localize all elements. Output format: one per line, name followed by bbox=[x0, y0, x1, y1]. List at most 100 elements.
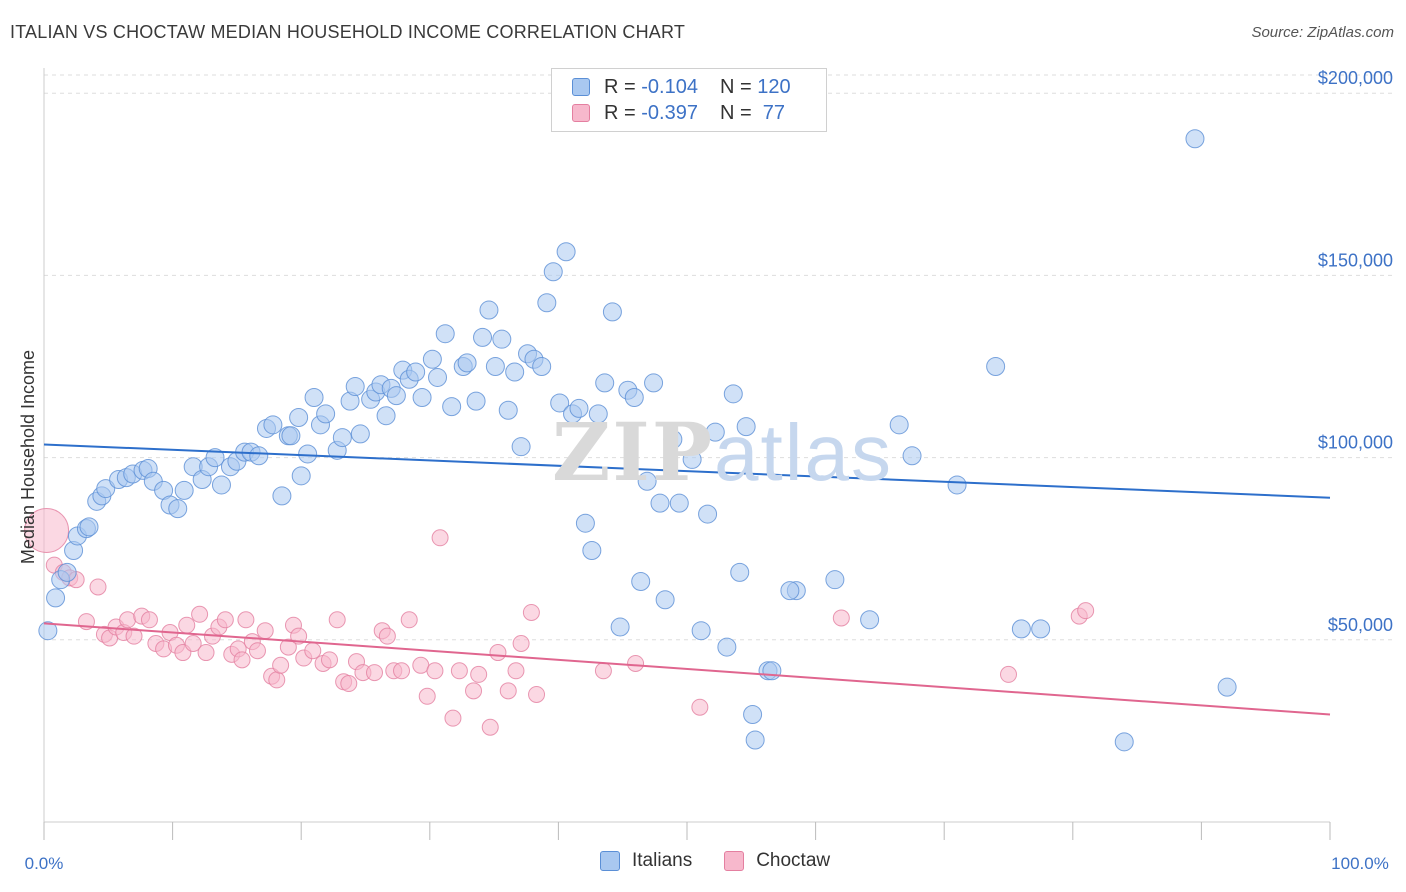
choctaw-point bbox=[178, 616, 196, 634]
italians-point bbox=[986, 357, 1006, 377]
choctaw-point bbox=[256, 622, 274, 640]
italians-point bbox=[902, 446, 922, 466]
italians-point bbox=[698, 504, 718, 524]
italians-point bbox=[644, 373, 664, 393]
italians-point bbox=[762, 661, 782, 681]
italians-point bbox=[543, 262, 563, 282]
italians-point bbox=[780, 581, 800, 601]
italians-point bbox=[505, 362, 525, 382]
stats-legend: R = -0.104 N = 120 R = -0.397 N = 77 bbox=[551, 68, 827, 132]
italians-point bbox=[406, 362, 426, 382]
grid-lines bbox=[44, 74, 1393, 641]
choctaw-point bbox=[24, 507, 70, 553]
italians-point bbox=[466, 391, 486, 411]
legend-label-italians: Italians bbox=[632, 850, 693, 871]
choctaw-point bbox=[400, 611, 418, 629]
n-label: N = bbox=[719, 75, 758, 98]
italians-point bbox=[79, 517, 99, 537]
italians-point bbox=[1185, 129, 1205, 149]
choctaw-point bbox=[366, 664, 384, 682]
italians-point bbox=[1011, 619, 1031, 639]
choctaw-point bbox=[125, 627, 143, 645]
legend-item-choctaw[interactable]: Choctaw bbox=[724, 850, 830, 872]
choctaw-point bbox=[237, 611, 255, 629]
italians-point bbox=[376, 406, 396, 426]
choctaw-point bbox=[465, 682, 483, 700]
y-axis-label: Median Household Income bbox=[18, 350, 38, 564]
italians-point bbox=[610, 617, 630, 637]
italians-point bbox=[1217, 677, 1237, 697]
choctaw-swatch bbox=[724, 851, 745, 871]
choctaw-point bbox=[450, 662, 468, 680]
italians-point bbox=[537, 293, 557, 313]
choctaw-point bbox=[512, 634, 530, 652]
choctaw-point bbox=[191, 605, 209, 623]
italians-point bbox=[249, 446, 269, 466]
italians-point bbox=[272, 486, 292, 506]
choctaw-point bbox=[522, 603, 540, 621]
italians-point bbox=[304, 387, 324, 407]
italians-point bbox=[498, 400, 518, 420]
italians-point bbox=[485, 357, 505, 377]
italians-point bbox=[588, 404, 608, 424]
italians-point bbox=[263, 415, 283, 435]
choctaw-point bbox=[594, 662, 612, 680]
italians-point bbox=[412, 387, 432, 407]
italians-point bbox=[473, 327, 493, 347]
legend-label-choctaw: Choctaw bbox=[756, 850, 831, 871]
italians-point bbox=[669, 493, 689, 513]
trend-lines bbox=[43, 443, 1331, 716]
n-value: 120 bbox=[757, 75, 791, 98]
axes bbox=[43, 68, 1331, 840]
choctaw-point bbox=[340, 675, 358, 693]
r-label: R = bbox=[604, 101, 642, 124]
choctaw-point bbox=[216, 611, 234, 629]
legend-item-italians[interactable]: Italians bbox=[600, 850, 692, 872]
italians-point bbox=[532, 357, 552, 377]
italians-point bbox=[316, 404, 336, 424]
italians-point bbox=[38, 621, 58, 641]
italians-point bbox=[428, 367, 448, 387]
italians-point bbox=[96, 479, 116, 499]
italians-point bbox=[595, 373, 615, 393]
r-value: -0.104 bbox=[641, 75, 698, 98]
watermark: ZIPatlas bbox=[552, 405, 893, 499]
italians-point bbox=[569, 398, 589, 418]
choctaw-point bbox=[426, 662, 444, 680]
choctaw-point bbox=[528, 685, 546, 703]
legend-row-italians: R = -0.104 N = 120 bbox=[572, 75, 791, 99]
italians-point bbox=[745, 730, 765, 750]
choctaw-point bbox=[304, 642, 322, 660]
choctaw-point bbox=[279, 638, 297, 656]
italians-point bbox=[860, 610, 880, 630]
x-tick-label: 100.0% bbox=[1331, 854, 1389, 873]
italians-point bbox=[457, 353, 477, 373]
x-tick-label: 0.0% bbox=[25, 854, 64, 873]
italians-point bbox=[332, 428, 352, 448]
choctaw-point bbox=[197, 644, 215, 662]
italians-point bbox=[723, 384, 743, 404]
choctaw-point bbox=[499, 682, 517, 700]
italians-point bbox=[682, 449, 702, 469]
choctaw-point bbox=[627, 654, 645, 672]
italians-point bbox=[637, 471, 657, 491]
choctaw-point bbox=[1077, 602, 1095, 620]
italians-point bbox=[631, 572, 651, 592]
italians-point bbox=[624, 387, 644, 407]
italians-point bbox=[345, 377, 365, 397]
choctaw-point bbox=[412, 656, 430, 674]
italians-point bbox=[350, 424, 370, 444]
italians-point bbox=[289, 408, 309, 428]
italians-point bbox=[730, 562, 750, 582]
italians-point bbox=[602, 302, 622, 322]
choctaw-point bbox=[140, 611, 158, 629]
choctaw-point bbox=[507, 662, 525, 680]
italians-point bbox=[825, 570, 845, 590]
italians-point bbox=[550, 393, 570, 413]
choctaw-point bbox=[470, 665, 488, 683]
italians-point bbox=[663, 429, 683, 449]
choctaw-point bbox=[320, 651, 338, 669]
italians-point bbox=[736, 417, 756, 437]
italians-point bbox=[168, 499, 188, 519]
